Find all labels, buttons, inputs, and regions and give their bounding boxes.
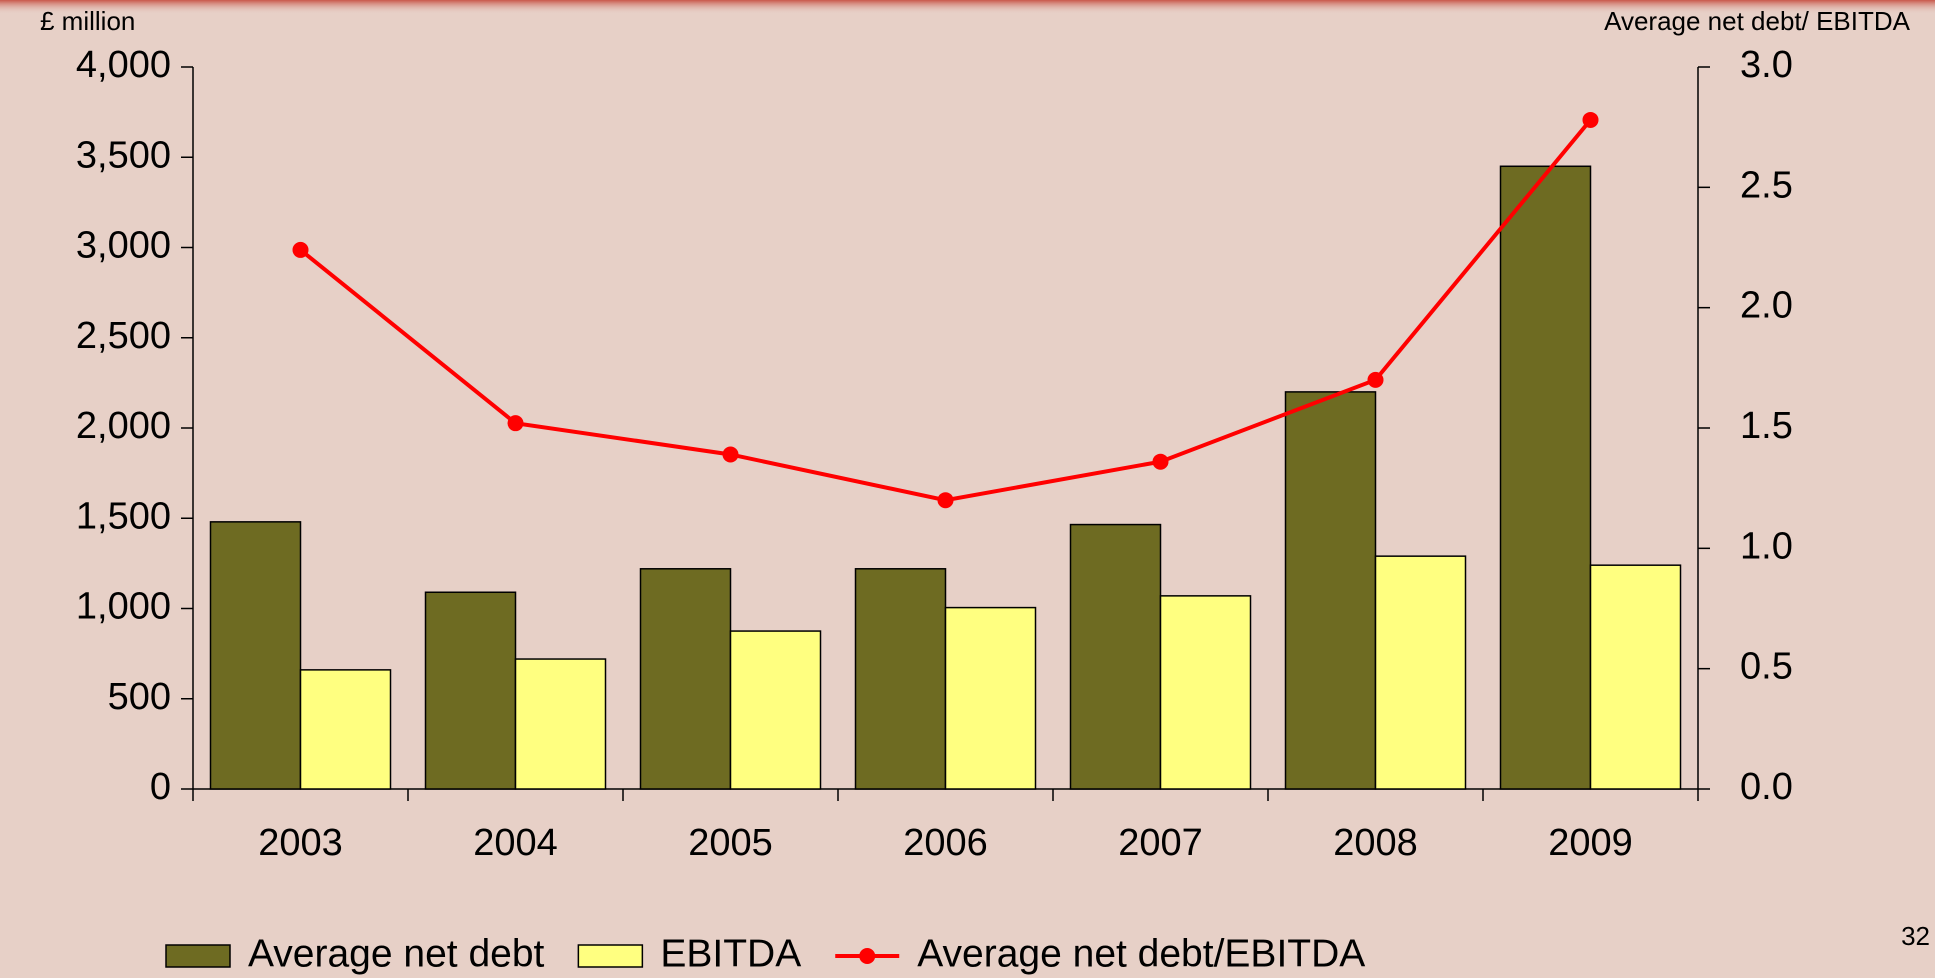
bar [639,568,732,790]
y-tick-label: 3,500 [76,134,171,176]
x-tick-label: 2007 [1118,822,1203,864]
bar [299,669,392,790]
line-marker [1367,371,1384,388]
bar [1374,555,1467,790]
y2-tick-label: 2.0 [1740,285,1793,327]
x-tick-label: 2009 [1548,822,1633,864]
legend-swatch [165,944,231,968]
legend-label: EBITDA [660,932,801,975]
x-tick-label: 2004 [473,822,558,864]
legend-label: Average net debt/EBITDA [917,932,1365,975]
bar [944,606,1037,790]
y-tick-label: 500 [108,676,171,718]
y2-tick-label: 1.0 [1740,525,1793,567]
y-axis-label: £ million [40,6,135,36]
y2-tick-label: 1.5 [1740,405,1793,447]
bar [1589,564,1682,790]
x-tick-label: 2006 [903,822,988,864]
y-tick-label: 3,000 [76,225,171,267]
bar [1159,595,1252,790]
bar [854,568,947,790]
legend-swatch [577,944,644,968]
bar [209,521,302,790]
y-tick-label: 1,500 [76,495,171,537]
y2-tick-label: 3.0 [1740,44,1793,86]
y-tick-label: 1,000 [76,586,171,628]
bar [729,630,822,790]
y2-tick-label: 0.5 [1740,646,1793,688]
line-marker [722,446,739,463]
legend-marker [859,948,876,964]
y-tick-label: 4,000 [76,44,171,86]
y2-tick-label: 2.5 [1740,164,1793,206]
x-tick-label: 2003 [258,822,343,864]
legend-label: Average net debt [248,932,545,975]
line-marker [1582,111,1599,128]
page-number: 32 [1901,921,1930,951]
x-tick-label: 2005 [688,822,773,864]
bar [424,591,517,790]
y2-axis-label: Average net debt/ EBITDA [1604,6,1911,36]
x-tick-label: 2008 [1333,822,1418,864]
bar [1069,523,1162,790]
line-marker [507,415,524,432]
bar [1284,391,1377,790]
y2-tick-label: 0.0 [1740,766,1793,808]
line-marker [292,241,309,258]
line-marker [937,492,954,509]
y-tick-label: 2,000 [76,405,171,447]
top-band [0,0,1935,14]
line-marker [1152,453,1169,470]
y-tick-label: 2,500 [76,315,171,357]
y-tick-label: 0 [150,766,171,808]
bar [514,658,607,790]
bar [1499,165,1592,790]
